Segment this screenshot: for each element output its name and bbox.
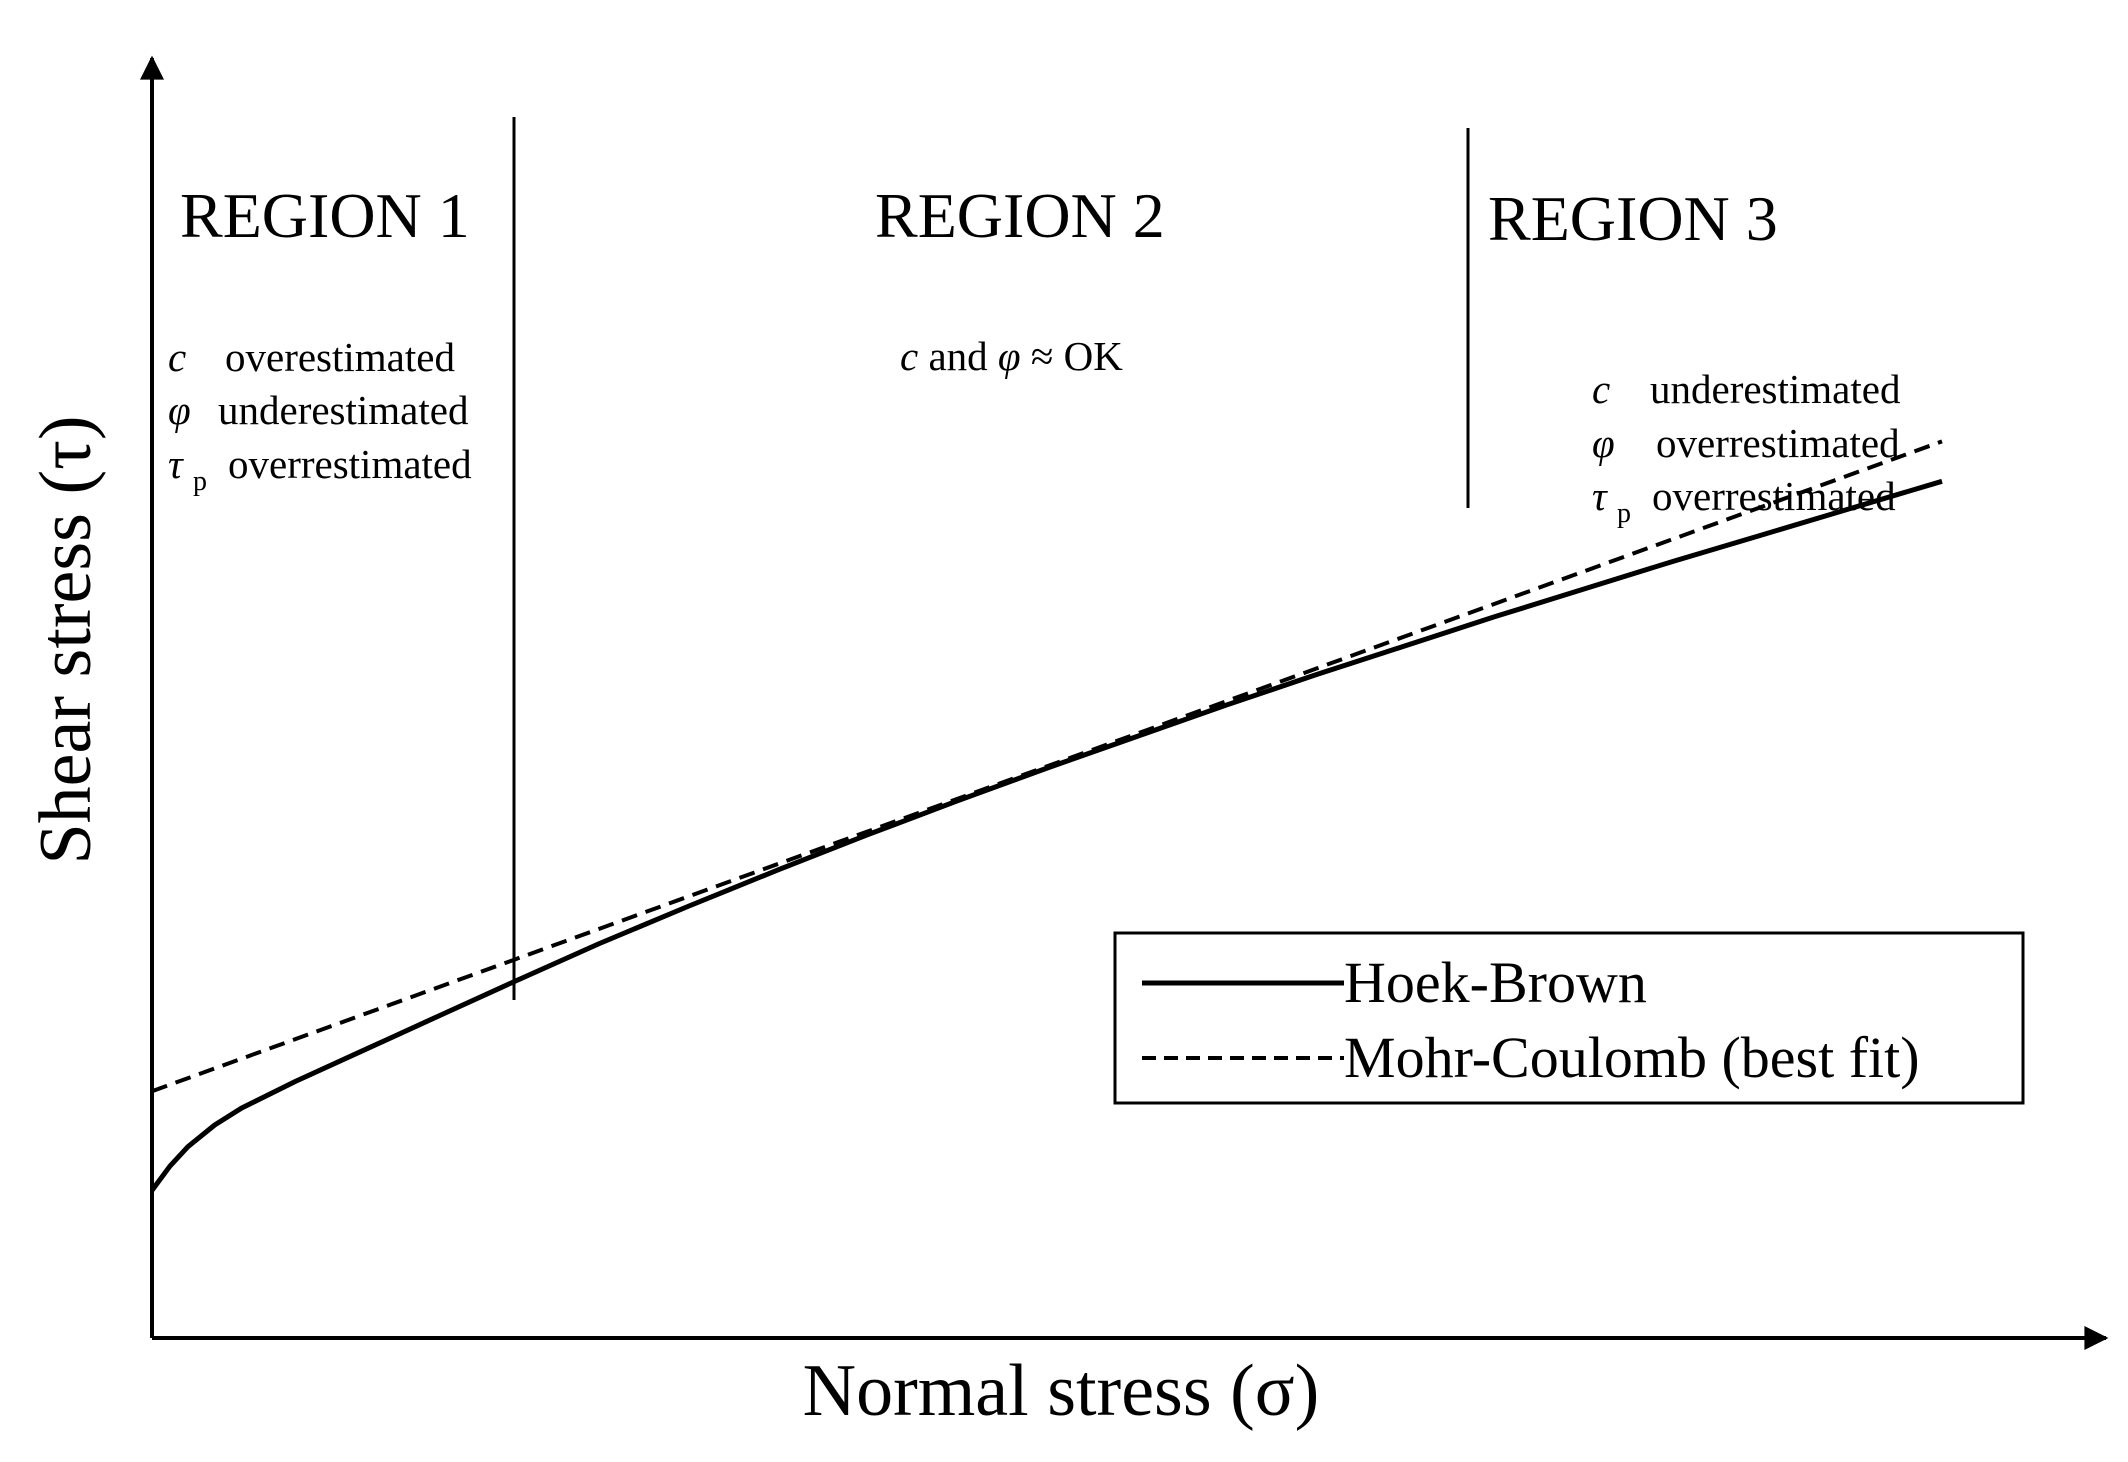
region-3-note-tau: τ p overrestimated [1592, 473, 1896, 531]
region-3-note-c: c underestimated [1592, 366, 1900, 412]
region-1-note-c: c overestimated [168, 334, 455, 380]
y-axis-title: Shear stress (τ) [25, 416, 107, 865]
series-mohr-coulomb-best-fit [151, 439, 1943, 1094]
series-layer [149, 439, 1943, 1192]
region-3-title: REGION 3 [1488, 183, 1778, 254]
x-axis-title: Normal stress (σ) [803, 1350, 1320, 1432]
region-3-note-phi: φ overrestimated [1592, 420, 1900, 466]
region-1-notes: c overestimated φ underestimated τ p ove… [168, 334, 472, 499]
region-1-note-tau: τ p overrestimated [168, 441, 472, 499]
legend: Hoek-Brown Mohr-Coulomb (best fit) [1113, 931, 2025, 1105]
region-2-note: c and φ ≈ OK [900, 333, 1123, 379]
series-hoek-brown [149, 478, 1943, 1192]
legend-label-mohr-coulomb: Mohr-Coulomb (best fit) [1344, 1025, 1920, 1090]
region-1-title: REGION 1 [180, 180, 470, 251]
legend-label-hoek-brown: Hoek-Brown [1344, 950, 1647, 1015]
region-3-notes: c underestimated φ overrestimated τ p ov… [1592, 366, 1900, 531]
region-1-note-phi: φ underestimated [168, 387, 468, 433]
region-2-title: REGION 2 [875, 180, 1165, 251]
legend-box [1113, 931, 2025, 1105]
